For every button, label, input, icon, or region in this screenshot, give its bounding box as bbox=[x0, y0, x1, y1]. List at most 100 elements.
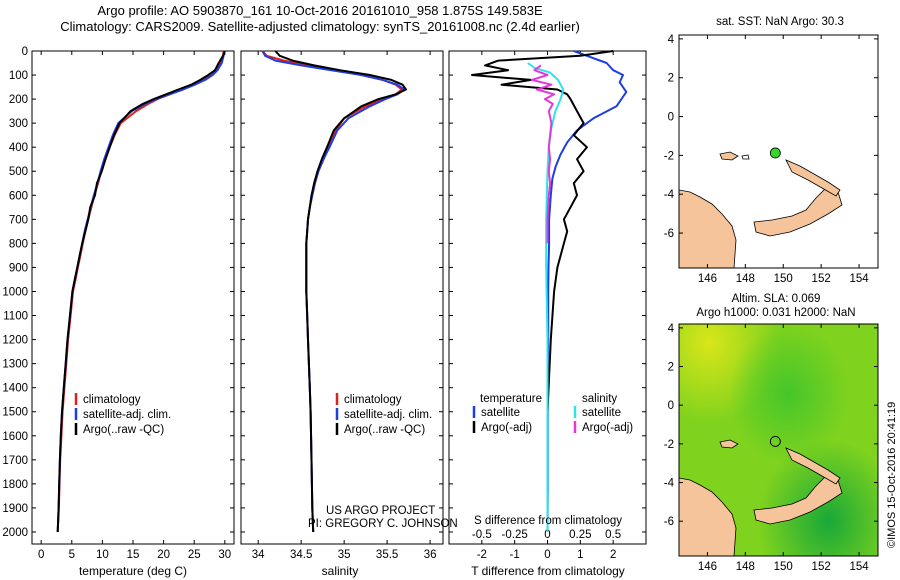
map-x-tick-label: 146 bbox=[698, 273, 717, 285]
legend-salinity-header: salinity bbox=[582, 393, 617, 405]
depth-tick-label: 2000 bbox=[2, 527, 28, 539]
x-tick-label: 20 bbox=[157, 549, 170, 561]
depth-tick-label: 100 bbox=[9, 70, 28, 82]
sla-land-new-britain bbox=[753, 475, 843, 525]
depth-tick-label: 1200 bbox=[2, 335, 28, 347]
series-t-satellite bbox=[546, 50, 628, 533]
map-y-tick-label: -4 bbox=[664, 478, 675, 490]
temperature-panel-frame bbox=[31, 50, 235, 545]
map-x-tick-label: 154 bbox=[849, 561, 869, 573]
series-s-satellite bbox=[527, 62, 565, 532]
series-climatology bbox=[261, 50, 403, 533]
series-s-argo-adj- bbox=[530, 64, 556, 244]
difference-lines bbox=[471, 50, 628, 533]
depth-tick-label: 500 bbox=[9, 166, 28, 178]
series-argo-raw-qc- bbox=[274, 50, 407, 533]
map-y-tick-label: 0 bbox=[668, 112, 674, 124]
map-x-tick-label: 150 bbox=[774, 273, 793, 285]
x-tick-label: 15 bbox=[127, 549, 140, 561]
map-y-tick-label: -4 bbox=[664, 189, 675, 201]
x-tick-label: 2 bbox=[610, 549, 616, 561]
series-satellite-adj-clim- bbox=[261, 50, 406, 533]
depth-tick-label: 1600 bbox=[2, 431, 28, 443]
legend-t-satellite-label: satellite bbox=[481, 407, 520, 419]
depth-tick-label: 1400 bbox=[2, 383, 28, 395]
map-y-tick-label: 4 bbox=[668, 323, 675, 335]
series-t-argo-adj- bbox=[471, 50, 614, 412]
depth-tick-label: 1800 bbox=[2, 479, 28, 491]
difference-legend: temperature salinity satellite Argo(-adj… bbox=[472, 393, 633, 434]
x-tick-label: 1 bbox=[577, 549, 583, 561]
map-y-tick-label: 0 bbox=[668, 400, 674, 412]
x-tick-label: 35 bbox=[338, 549, 351, 561]
map-y-tick-label: 2 bbox=[668, 362, 674, 374]
map-y-tick-label: -2 bbox=[664, 439, 674, 451]
map-y-tick-label: -6 bbox=[664, 516, 674, 528]
imos-watermark: ©IMOS 15-Oct-2016 20:41:19 bbox=[886, 402, 898, 548]
series-climatology bbox=[56, 50, 225, 533]
salinity-panel-frame bbox=[240, 50, 444, 545]
map-x-tick-label: 146 bbox=[698, 561, 717, 573]
sal-legend-climatology-label: climatology bbox=[344, 394, 402, 406]
series-argo-raw-qc- bbox=[56, 50, 226, 533]
temperature-panel: 0100200300400500600700800900100011001200… bbox=[2, 46, 646, 578]
s-diff-tick-label: 0.25 bbox=[569, 529, 591, 541]
x-tick-label: -1 bbox=[510, 549, 520, 561]
map-x-tick-label: 152 bbox=[812, 273, 831, 285]
map-y-tick-label: -6 bbox=[664, 228, 674, 240]
depth-tick-label: 900 bbox=[9, 262, 28, 274]
s-difference-label: S difference from climatology bbox=[474, 515, 622, 527]
x-tick-label: 5 bbox=[69, 549, 75, 561]
map-x-tick-label: 154 bbox=[849, 273, 869, 285]
legend-s-satellite-label: satellite bbox=[582, 407, 621, 419]
sst-land-new-guinea bbox=[679, 189, 737, 268]
map-x-tick-label: 148 bbox=[736, 561, 755, 573]
sla-land-new-ireland bbox=[785, 447, 841, 485]
x-tick-label: 34 bbox=[252, 549, 265, 561]
salinity-lines bbox=[261, 50, 407, 533]
sla-land-new-guinea bbox=[679, 477, 737, 556]
x-tick-label: 25 bbox=[188, 549, 201, 561]
x-tick-label: 36 bbox=[424, 549, 437, 561]
sla-map-frame bbox=[678, 323, 879, 557]
sla-land-manus bbox=[719, 439, 739, 449]
depth-tick-label: 1700 bbox=[2, 455, 28, 467]
salinity-panel: 34 34.5 35 35.5 36 salinity climatology sate… bbox=[240, 50, 458, 578]
s-diff-tick-label: -0.25 bbox=[502, 529, 528, 541]
depth-tick-label: 600 bbox=[9, 190, 28, 202]
series-satellite-adj-clim- bbox=[56, 50, 226, 533]
depth-tick-label: 1000 bbox=[2, 286, 28, 298]
depth-tick-label: 1300 bbox=[2, 359, 28, 371]
depth-tick-label: 200 bbox=[9, 94, 28, 106]
x-tick-label: -2 bbox=[477, 549, 487, 561]
depth-tick-label: 300 bbox=[9, 118, 28, 130]
depth-tick-label: 400 bbox=[9, 142, 28, 154]
sla-map: Altim. SLA: 0.069 Argo h1000: 0.031 h200… bbox=[664, 293, 879, 573]
sst-land-islet bbox=[741, 154, 750, 160]
map-x-tick-label: 148 bbox=[736, 273, 755, 285]
depth-axis: 0 100 200 300 400 500 600 700 800 900 1000 1100 1200… bbox=[2, 46, 646, 539]
sst-map-title: sat. SST: NaN Argo: 30.3 bbox=[716, 16, 844, 28]
sla-map-field bbox=[679, 324, 878, 556]
title-line-2: Climatology: CARS2009. Satellite-adjuste… bbox=[60, 19, 580, 34]
temperature-x-axis: 0 5 10 15 20 25 30 bbox=[38, 51, 231, 561]
credit-pi: PI: GREGORY C. JOHNSON bbox=[308, 518, 458, 530]
salinity-xlabel: salinity bbox=[322, 564, 359, 578]
legend-satellite-label: satellite-adj. clim. bbox=[83, 409, 171, 421]
x-tick-label: 35.5 bbox=[376, 549, 398, 561]
sst-map: sat. SST: NaN Argo: 30.3 bbox=[664, 16, 879, 285]
sst-land-new-ireland bbox=[785, 159, 841, 197]
s-diff-tick-label: 0.5 bbox=[605, 529, 621, 541]
map-x-tick-label: 150 bbox=[774, 561, 793, 573]
difference-panel: -0.5 -0.25 0 0.25 0.5 -2 -1 0 1 2 S difference f… bbox=[448, 50, 647, 578]
depth-tick-label: 1500 bbox=[2, 407, 28, 419]
s-diff-tick-label: -0.5 bbox=[472, 529, 492, 541]
sst-map-land bbox=[679, 151, 843, 268]
legend-argo-label: Argo(..raw -QC) bbox=[83, 424, 164, 436]
salinity-x-axis: 34 34.5 35 35.5 36 bbox=[252, 51, 437, 561]
t-difference-label: T difference from climatology bbox=[471, 564, 625, 578]
x-tick-label: 34.5 bbox=[290, 549, 312, 561]
x-tick-label: 10 bbox=[96, 549, 109, 561]
depth-tick-label: 1100 bbox=[3, 311, 28, 323]
